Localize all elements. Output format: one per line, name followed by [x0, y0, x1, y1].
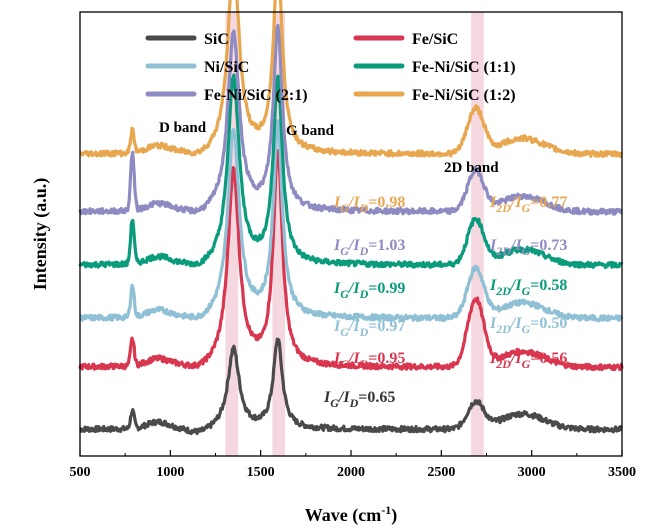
x-tick-label: 2500: [427, 465, 455, 480]
legend-label-1: Fe/SiC: [412, 31, 458, 48]
series-line-4: [78, 23, 623, 216]
g-band-label: G band: [286, 123, 335, 139]
ratio-i2d-ig-3: I2D/IG=0.58: [489, 277, 567, 298]
series-line-1: [78, 149, 624, 372]
x-tick-label: 1000: [156, 465, 184, 480]
ratio-i2d-ig-2: I2D/IG=0.50: [489, 315, 567, 336]
legend-label-2: Ni/SiC: [204, 59, 249, 76]
legend-label-5: Fe-Ni/SiC (1:2): [412, 87, 516, 104]
d-band-label: D band: [159, 120, 207, 136]
ratio-ig-id-4: IG/ID=1.03: [333, 237, 405, 258]
ratio-i2d-ig-1: I2D/IG=0.56: [489, 350, 567, 371]
series-line-0: [79, 337, 623, 436]
band-region-2: [471, 12, 484, 456]
ratio-annotations: IG/ID=0.65 IG/ID=0.95 I2D/IG=0.56 IG/ID=0.9…: [323, 194, 567, 410]
legend-label-3: Fe-Ni/SiC (1:1): [412, 59, 516, 76]
ratio-ig-id-5: IG/ID=0.98: [333, 194, 405, 215]
ratio-ig-id-1: IG/ID=0.95: [333, 350, 405, 371]
series-line-5: [79, 0, 623, 159]
legend-label-4: Fe-Ni/SiC (2:1): [204, 87, 308, 104]
x-tick-label: 2000: [337, 465, 365, 480]
series-line-2: [79, 119, 624, 323]
ratio-ig-id-0: IG/ID=0.65: [323, 389, 395, 410]
ratio-i2d-ig-4: I2D/IG=0.73: [489, 237, 567, 258]
x-axis-ticks: 500 1000 1500 2000 2500 3000 3500: [70, 450, 636, 480]
y-axis-title: Intensity (a.u.): [30, 178, 51, 291]
ratio-ig-id-3: IG/ID=0.99: [333, 280, 405, 301]
x-tick-label: 3500: [608, 465, 636, 480]
legend: SiC Fe/SiC Ni/SiC Fe-Ni/SiC (1:1) Fe-Ni/SiC …: [145, 31, 516, 104]
x-tick-label: 500: [70, 465, 91, 480]
x-tick-label: 1500: [247, 465, 275, 480]
legend-label-0: SiC: [204, 31, 229, 48]
ratio-ig-id-2: IG/ID=0.97: [333, 318, 405, 339]
2d-band-label: 2D band: [444, 160, 499, 176]
plot-frame: [79, 11, 623, 457]
x-tick-label: 3000: [518, 465, 546, 480]
x-axis-title: Wave (cm-1): [305, 503, 397, 526]
series-line-3: [78, 73, 624, 270]
ratio-i2d-ig-5: I2D/IG=0.77: [489, 194, 567, 215]
series-lines: [78, 0, 624, 436]
